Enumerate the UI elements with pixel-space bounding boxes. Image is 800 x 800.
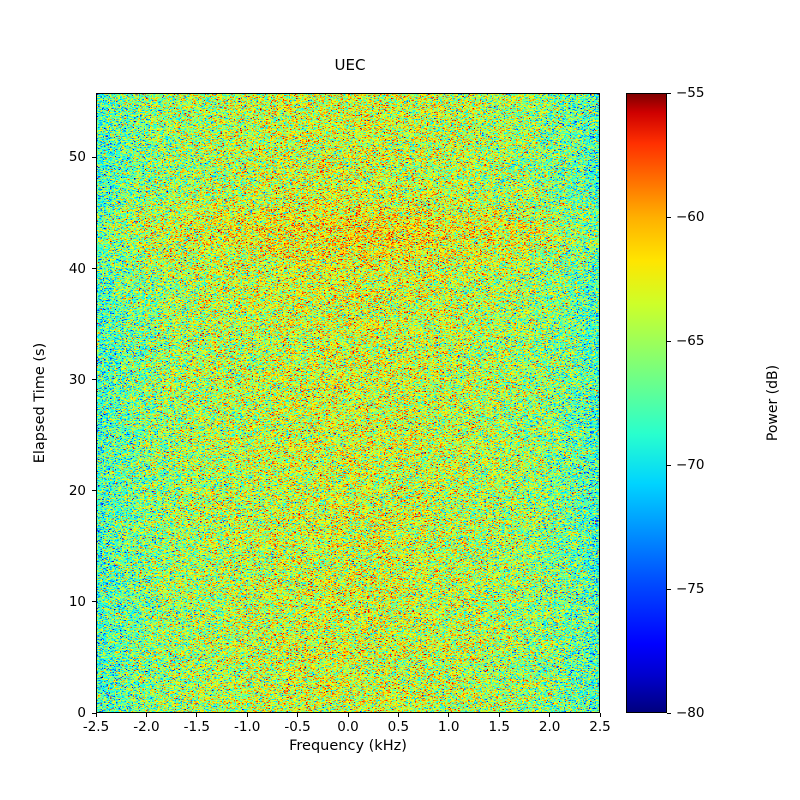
x-axis-tick: [599, 713, 601, 717]
x-axis-tick-label: -2.0: [133, 719, 160, 735]
colorbar-label: Power (dB): [765, 364, 781, 442]
x-axis-tick-label: -1.0: [234, 719, 261, 735]
colorbar-tick: [667, 216, 671, 218]
x-axis-tick-label: 0.5: [387, 719, 410, 735]
title-line-station: UEC: [334, 56, 366, 74]
colorbar-tick: [667, 588, 671, 590]
x-axis-tick: [297, 713, 299, 717]
colorbar-tick: [667, 712, 671, 714]
colorbar-tick: [667, 92, 671, 94]
colorbar-tick-label: −65: [676, 333, 705, 349]
x-axis-tick: [347, 713, 349, 717]
y-axis-tick: [92, 712, 96, 714]
y-axis-tick-label: 0: [77, 705, 86, 721]
y-axis-tick: [92, 156, 96, 158]
y-axis-tick-label: 40: [68, 260, 86, 277]
spectrogram-plot-area[interactable]: [96, 93, 600, 713]
colorbar-tick: [667, 464, 671, 466]
y-axis-label: Elapsed Time (s): [32, 342, 48, 464]
x-axis-tick-label: 2.0: [538, 719, 561, 735]
colorbar-gradient: [627, 94, 666, 712]
spectrogram-image: [97, 94, 599, 712]
power-colorbar: [626, 93, 667, 713]
colorbar-tick-label: −80: [676, 705, 705, 721]
x-axis-tick: [196, 713, 198, 717]
y-axis-tick: [92, 601, 96, 603]
x-axis-tick-label: 0.0: [337, 719, 359, 735]
x-axis-tick-label: 1.5: [488, 719, 510, 735]
x-axis-tick-label: -1.5: [183, 719, 210, 735]
colorbar-tick-label: −75: [676, 581, 705, 597]
x-axis-tick-label: 1.0: [438, 719, 460, 735]
x-axis-tick: [448, 713, 450, 717]
x-axis-tick-label: -2.5: [82, 719, 110, 735]
x-axis-tick-label: 2.5: [589, 719, 611, 735]
x-axis-tick: [397, 713, 399, 717]
y-axis-tick-label: 50: [68, 149, 86, 166]
colorbar-tick-label: −70: [676, 457, 705, 473]
y-axis-tick: [92, 268, 96, 270]
y-axis-tick: [92, 379, 96, 381]
colorbar-tick: [667, 340, 671, 342]
x-axis-tick: [95, 713, 97, 717]
x-axis-label: Frequency (kHz): [289, 738, 407, 754]
y-axis-tick-label: 20: [68, 482, 86, 499]
y-axis-tick: [92, 490, 96, 492]
x-axis-tick: [498, 713, 500, 717]
y-axis-tick-label: 10: [68, 593, 86, 610]
colorbar-tick-label: −55: [676, 85, 705, 101]
x-axis-tick: [549, 713, 551, 717]
y-axis-tick-label: 30: [68, 371, 86, 388]
x-axis-tick-label: -0.5: [284, 719, 311, 735]
x-axis-tick: [246, 713, 248, 717]
colorbar-tick-label: −60: [676, 209, 705, 225]
x-axis-tick: [145, 713, 147, 717]
